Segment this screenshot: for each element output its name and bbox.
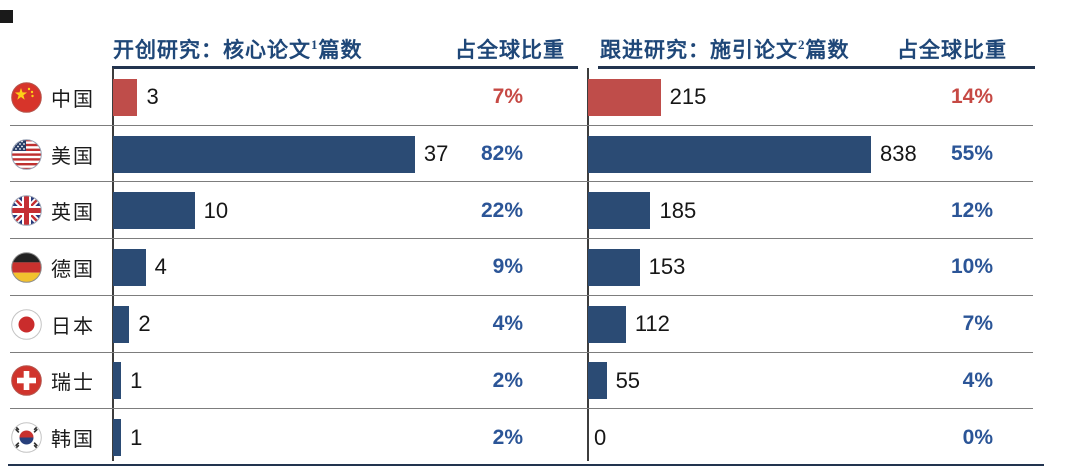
country-label: 美国: [51, 145, 95, 168]
country-label: 瑞士: [51, 372, 95, 395]
citing-share-percent: 55%: [950, 142, 993, 166]
row-separator: [10, 124, 1033, 126]
country-label: 韩国: [51, 429, 95, 452]
citing-papers-value: 153: [648, 254, 686, 280]
left-header-rule: [112, 66, 578, 69]
bottom-rule: [8, 464, 1044, 466]
core-share-percent: 22%: [480, 198, 523, 222]
core-share-percent: 7%: [492, 85, 523, 109]
table-row: 韩国 1 2% 0 0%: [0, 409, 1080, 466]
right-header-rule: [598, 66, 1035, 69]
table-row: 美国 37 82% 838 55%: [0, 126, 1080, 183]
flag-usa-icon: [11, 138, 42, 170]
citing-share-percent: 10%: [950, 255, 993, 279]
country-rows: 中国 3 7% 215 14% 美国 37 82% 838 55% 英国 10 22% 185 12% 德国 4…: [0, 69, 1080, 466]
country-label: 英国: [51, 202, 95, 225]
left-chart-title: 开创研究：核心论文1篇数: [113, 37, 363, 62]
core-papers-value: 37: [423, 141, 449, 167]
row-separator: [10, 181, 1033, 183]
citing-papers-bar: [588, 135, 871, 173]
citing-share-percent: 4%: [962, 368, 993, 392]
core-papers-bar: [113, 419, 122, 457]
row-separator: [10, 351, 1033, 353]
core-papers-value: 1: [130, 424, 143, 450]
flag-switzerland-icon: [11, 365, 42, 397]
row-separator: [10, 294, 1033, 296]
citing-papers-bar: [588, 248, 640, 286]
right-chart-title: 跟进研究：施引论文2篇数: [600, 37, 850, 62]
citing-papers-bar: [588, 192, 651, 230]
core-papers-bar: [113, 192, 195, 230]
citing-share-percent: 14%: [950, 85, 993, 109]
table-row: 瑞士 1 2% 55 4%: [0, 353, 1080, 410]
core-papers-bar: [113, 135, 415, 173]
footnote-superscript: 1: [311, 37, 319, 52]
citing-papers-value: 185: [659, 197, 697, 223]
footnote-superscript: 2: [798, 37, 806, 52]
citing-papers-value: 55: [615, 367, 641, 393]
core-share-percent: 2%: [492, 368, 523, 392]
country-label: 日本: [51, 315, 95, 338]
citing-papers-value: 112: [634, 311, 670, 337]
citing-papers-value: 0: [594, 424, 607, 450]
core-papers-value: 2: [138, 311, 151, 337]
flag-korea-icon: [11, 422, 42, 453]
flag-uk-icon: [11, 195, 42, 227]
corner-square-decoration: [0, 10, 13, 23]
country-label: 中国: [51, 88, 95, 111]
table-row: 中国 3 7% 215 14%: [0, 69, 1080, 126]
flag-japan-icon: [11, 308, 42, 340]
core-share-percent: 4%: [492, 312, 523, 336]
core-papers-bar: [113, 78, 138, 116]
citing-papers-bar: [588, 78, 661, 116]
right-share-column-header: 占全球比重: [897, 38, 1007, 62]
citing-papers-value: 838: [879, 141, 917, 167]
left-share-column-header: 占全球比重: [455, 38, 565, 62]
citing-share-percent: 7%: [962, 312, 993, 336]
flag-germany-icon: [11, 252, 42, 283]
core-share-percent: 2%: [492, 425, 523, 449]
core-papers-value: 1: [130, 367, 143, 393]
citing-papers-value: 215: [669, 84, 707, 110]
core-papers-bar: [113, 248, 146, 286]
core-papers-value: 4: [154, 254, 167, 280]
core-papers-value: 10: [203, 197, 229, 223]
citing-papers-bar: [588, 305, 626, 343]
core-share-percent: 9%: [492, 255, 523, 279]
citing-papers-bar: [588, 362, 607, 400]
core-papers-value: 3: [146, 84, 159, 110]
row-separator: [10, 408, 1033, 410]
table-row: 英国 10 22% 185 12%: [0, 182, 1080, 240]
flag-china-icon: [11, 82, 42, 113]
core-papers-bar: [113, 362, 122, 400]
country-label: 德国: [51, 258, 95, 281]
core-share-percent: 82%: [480, 142, 523, 166]
table-row: 日本 2 4% 112 7%: [0, 296, 1080, 353]
table-row: 德国 4 9% 153 10%: [0, 239, 1080, 296]
core-papers-bar: [113, 305, 130, 343]
citing-share-percent: 0%: [962, 425, 993, 449]
citing-share-percent: 12%: [950, 198, 993, 222]
row-separator: [10, 238, 1033, 240]
